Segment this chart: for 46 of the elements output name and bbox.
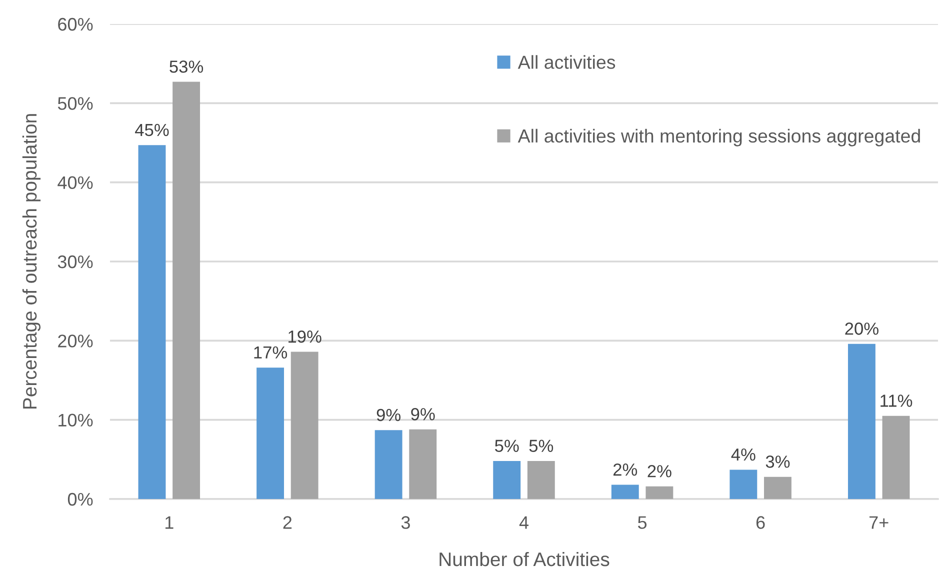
bar: [764, 476, 792, 499]
bar: [730, 470, 758, 499]
y-tick-label: 40%: [58, 176, 93, 190]
y-tick-label: 0%: [68, 492, 93, 506]
x-tick-label: 7+: [869, 516, 888, 529]
bar: [374, 430, 402, 499]
data-label: 11%: [880, 394, 912, 407]
x-tick-label: 4: [519, 516, 528, 529]
x-tick-label: 1: [166, 516, 174, 529]
data-label: 3%: [766, 456, 790, 468]
bar: [138, 145, 166, 499]
bar: [290, 352, 318, 499]
bar: [527, 461, 555, 499]
y-tick-label: 10%: [58, 414, 93, 427]
x-tick-label: 3: [401, 516, 410, 529]
y-tick-label: 20%: [58, 334, 93, 348]
data-label: 17%: [254, 346, 288, 359]
bar: [493, 461, 521, 499]
y-tick-label: 50%: [58, 97, 93, 110]
bar: [172, 82, 200, 499]
y-tick-label: 60%: [58, 18, 93, 31]
data-label: 20%: [845, 322, 878, 335]
x-tick-label: 5: [638, 516, 647, 529]
bar: [611, 484, 639, 499]
legend-label: All activities with mentoring sessions aggregated: [518, 128, 920, 146]
data-label: 5%: [529, 440, 554, 452]
x-tick-label: 2: [283, 516, 292, 529]
data-label: 2%: [648, 465, 672, 478]
bar: [848, 344, 876, 499]
y-tick-label: 30%: [58, 255, 93, 268]
bar: [256, 368, 284, 499]
data-label: 19%: [288, 330, 322, 343]
x-axis-title: Number of Activities: [440, 552, 610, 566]
data-label: 5%: [494, 440, 519, 452]
data-label: 53%: [170, 60, 204, 73]
y-axis-title: Percentage of outreach population: [22, 114, 41, 409]
bar: [882, 416, 910, 499]
legend-label: All activities: [518, 55, 616, 69]
data-label: 9%: [411, 408, 435, 420]
x-tick-label: 6: [756, 516, 765, 529]
bar: [646, 486, 674, 499]
data-label: 2%: [613, 463, 638, 476]
data-label: 45%: [135, 124, 169, 136]
data-label: 4%: [731, 448, 756, 461]
data-label: 9%: [376, 408, 400, 422]
bar: [409, 429, 437, 499]
